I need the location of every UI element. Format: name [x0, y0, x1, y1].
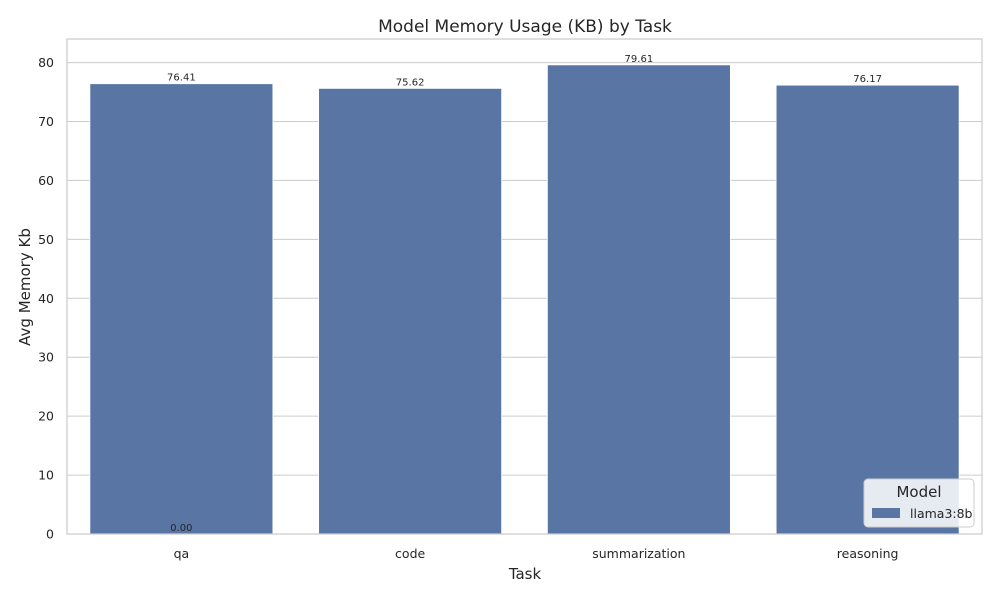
data-labels: 76.41 75.62 79.61 76.17 0.00	[167, 54, 882, 534]
x-tick-label: summarization	[592, 546, 685, 561]
x-tick-label: qa	[174, 546, 190, 561]
plot-frame	[66, 38, 983, 535]
x-tick-label: code	[395, 546, 425, 561]
y-tick-label: 0	[46, 527, 54, 542]
y-tick-label: 20	[38, 409, 54, 424]
y-tick-label: 40	[38, 291, 54, 306]
legend-swatch	[872, 508, 900, 518]
y-tick-labels: 0 10 20 30 40 50 60 70 80	[38, 55, 54, 541]
data-label-summarization: 79.61	[625, 54, 654, 65]
data-label-qa: 76.41	[167, 73, 196, 84]
y-tick-label: 80	[38, 55, 54, 70]
bar-reasoning	[775, 84, 960, 535]
x-tick-label: reasoning	[837, 546, 899, 561]
y-tick-label: 30	[38, 350, 54, 365]
legend: Model llama3:8b	[863, 478, 975, 528]
x-axis-label: Task	[508, 565, 542, 583]
y-axis-label: Avg Memory Kb	[16, 228, 34, 346]
y-tick-label: 60	[38, 173, 54, 188]
data-label-code: 75.62	[396, 77, 425, 88]
x-tick-labels: qa code summarization reasoning	[174, 546, 899, 561]
legend-title: Model	[896, 483, 941, 501]
y-tick-label: 70	[38, 114, 54, 129]
y-tick-label: 50	[38, 232, 54, 247]
bar-code	[318, 87, 503, 535]
bar-summarization	[546, 64, 731, 535]
bar-qa	[89, 83, 274, 535]
bars	[89, 64, 960, 535]
chart-title: Model Memory Usage (KB) by Task	[378, 17, 672, 37]
data-label-reasoning: 76.17	[853, 74, 882, 85]
legend-entry-label: llama3:8b	[910, 506, 973, 521]
data-label-zero: 0.00	[170, 523, 192, 534]
y-tick-label: 10	[38, 468, 54, 483]
